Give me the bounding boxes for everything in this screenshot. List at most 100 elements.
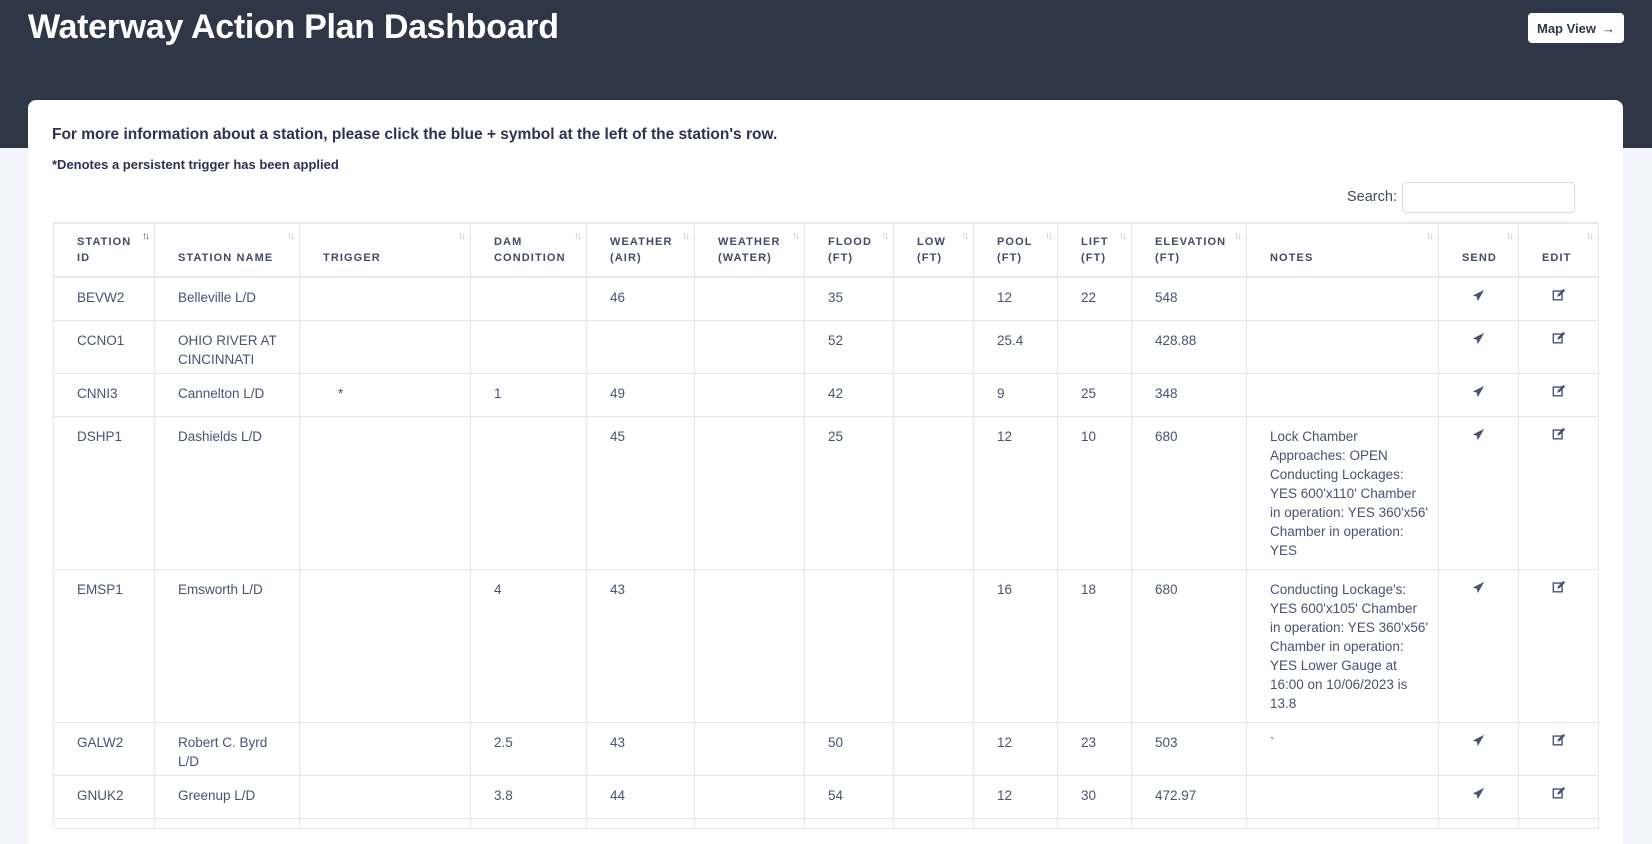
sort-icon[interactable]: ↑↓ <box>961 231 969 242</box>
edit-cell <box>1518 415 1599 570</box>
paper-plane-icon[interactable] <box>1472 787 1485 803</box>
paper-plane-icon[interactable] <box>1472 734 1485 750</box>
edit-cell <box>1518 319 1599 374</box>
sort-icon[interactable]: ↑↓ <box>574 231 582 242</box>
column-header[interactable]: DAM CONDITION ↑↓ <box>470 222 587 278</box>
table-cell <box>299 817 471 829</box>
sort-icon[interactable]: ↑↓ <box>792 231 800 242</box>
page-title: Waterway Action Plan Dashboard <box>28 8 559 46</box>
column-header[interactable]: LIFT (FT) ↑↓ <box>1057 222 1132 278</box>
sort-icon[interactable]: ↑↓ <box>1506 231 1514 242</box>
edit-icon[interactable] <box>1552 331 1566 348</box>
column-header[interactable]: LOW (FT) ↑↓ <box>893 222 974 278</box>
table-cell: Greenup L/D <box>154 774 300 819</box>
table-cell <box>1246 276 1439 321</box>
sort-icon[interactable]: ↑↓ <box>1119 231 1127 242</box>
table-cell: 25 <box>1057 372 1132 417</box>
column-header-label: NOTES <box>1270 252 1314 264</box>
column-header[interactable]: STATION ID ↑↓ <box>53 222 155 278</box>
paper-plane-icon[interactable] <box>1472 581 1485 597</box>
edit-icon[interactable] <box>1552 733 1566 750</box>
sort-icon[interactable]: ↑↓ <box>682 231 690 242</box>
column-header[interactable]: STATION NAME ↑↓ <box>154 222 300 278</box>
table-cell <box>694 721 805 776</box>
table-cell: 680 <box>1131 415 1247 570</box>
column-header[interactable]: NOTES ↑↓ <box>1246 222 1439 278</box>
map-view-button[interactable]: Map View → <box>1528 13 1624 43</box>
table-row: GNUK2 Greenup L/D 3.8 44 54 12 30 472.97 <box>53 774 1599 819</box>
column-header[interactable]: WEATHER (AIR) ↑↓ <box>586 222 695 278</box>
sort-icon[interactable]: ↑↓ <box>1426 231 1434 242</box>
sort-icon[interactable]: ↑↓ <box>1234 231 1242 242</box>
table-cell <box>1131 817 1247 829</box>
send-cell <box>1438 568 1519 723</box>
table-cell: 35 <box>804 276 894 321</box>
sort-icon[interactable]: ↑↓ <box>142 231 150 242</box>
send-cell <box>1438 319 1519 374</box>
paper-plane-icon[interactable] <box>1472 289 1485 305</box>
table-cell: * <box>299 372 471 417</box>
table-row: DSHP1 Dashields L/D 45 25 12 10 680 Lock Chambe… <box>53 415 1599 570</box>
table-cell: 348 <box>1131 372 1247 417</box>
column-header-label: DAM CONDITION <box>494 236 566 264</box>
edit-icon[interactable] <box>1552 580 1566 597</box>
table-cell <box>299 568 471 723</box>
table-cell: 23 <box>1057 721 1132 776</box>
column-header-label: WEATHER (AIR) <box>610 236 673 264</box>
table-cell <box>299 774 471 819</box>
search-input[interactable] <box>1402 182 1575 213</box>
column-header-label: FLOOD (FT) <box>828 236 872 264</box>
edit-icon[interactable] <box>1552 786 1566 803</box>
edit-cell <box>1518 372 1599 417</box>
table-cell: CCNO1 <box>53 319 155 374</box>
table-cell <box>694 319 805 374</box>
sort-icon[interactable]: ↑↓ <box>287 231 295 242</box>
table-cell: GALW2 <box>53 721 155 776</box>
edit-icon[interactable] <box>1552 384 1566 401</box>
paper-plane-icon[interactable] <box>1472 428 1485 444</box>
send-cell <box>1438 372 1519 417</box>
sort-icon[interactable]: ↑↓ <box>881 231 889 242</box>
column-header[interactable]: POOL (FT) ↑↓ <box>973 222 1058 278</box>
edit-cell <box>1518 276 1599 321</box>
send-cell <box>1438 774 1519 819</box>
paper-plane-icon[interactable] <box>1472 332 1485 348</box>
column-header[interactable]: FLOOD (FT) ↑↓ <box>804 222 894 278</box>
table-cell <box>893 319 974 374</box>
table-cell <box>893 721 974 776</box>
map-view-label: Map View <box>1536 20 1596 36</box>
edit-icon[interactable] <box>1552 427 1566 444</box>
table-cell <box>470 276 587 321</box>
table-cell <box>586 319 695 374</box>
table-cell: 25 <box>804 415 894 570</box>
table-cell: 9 <box>973 372 1058 417</box>
edit-cell <box>1518 568 1599 723</box>
arrow-right-icon: → <box>1602 20 1615 36</box>
sort-icon[interactable]: ↑↓ <box>458 231 466 242</box>
instructions-text: For more information about a station, pl… <box>52 126 778 143</box>
column-header[interactable]: EDIT ↑↓ <box>1518 222 1599 278</box>
column-header[interactable]: SEND ↑↓ <box>1438 222 1519 278</box>
column-header-label: EDIT <box>1542 252 1572 264</box>
table-cell <box>804 568 894 723</box>
send-cell <box>1438 817 1519 829</box>
table-cell: DSHP1 <box>53 415 155 570</box>
column-header[interactable]: TRIGGER ↑↓ <box>299 222 471 278</box>
column-header[interactable]: WEATHER (WATER) ↑↓ <box>694 222 805 278</box>
table-row <box>53 817 1599 829</box>
sort-icon[interactable]: ↑↓ <box>1045 231 1053 242</box>
column-header[interactable]: ELEVATION (FT) ↑↓ <box>1131 222 1247 278</box>
table-cell <box>1057 817 1132 829</box>
paper-plane-icon[interactable] <box>1472 385 1485 401</box>
table-cell: Lock Chamber Approaches: OPEN Conducting… <box>1246 415 1439 570</box>
edit-icon[interactable] <box>1552 288 1566 305</box>
table-cell: 472.97 <box>1131 774 1247 819</box>
table-cell: 49 <box>586 372 695 417</box>
sort-icon[interactable]: ↑↓ <box>1586 231 1594 242</box>
table-cell: 16 <box>973 568 1058 723</box>
table-row: EMSP1 Emsworth L/D 4 43 16 18 680 Conducting Lo… <box>53 568 1599 723</box>
table-row: GALW2 Robert C. Byrd L/D 2.5 43 50 12 23 503 ` <box>53 721 1599 776</box>
column-header-label: ELEVATION (FT) <box>1155 236 1227 264</box>
send-cell <box>1438 276 1519 321</box>
table-cell <box>893 276 974 321</box>
